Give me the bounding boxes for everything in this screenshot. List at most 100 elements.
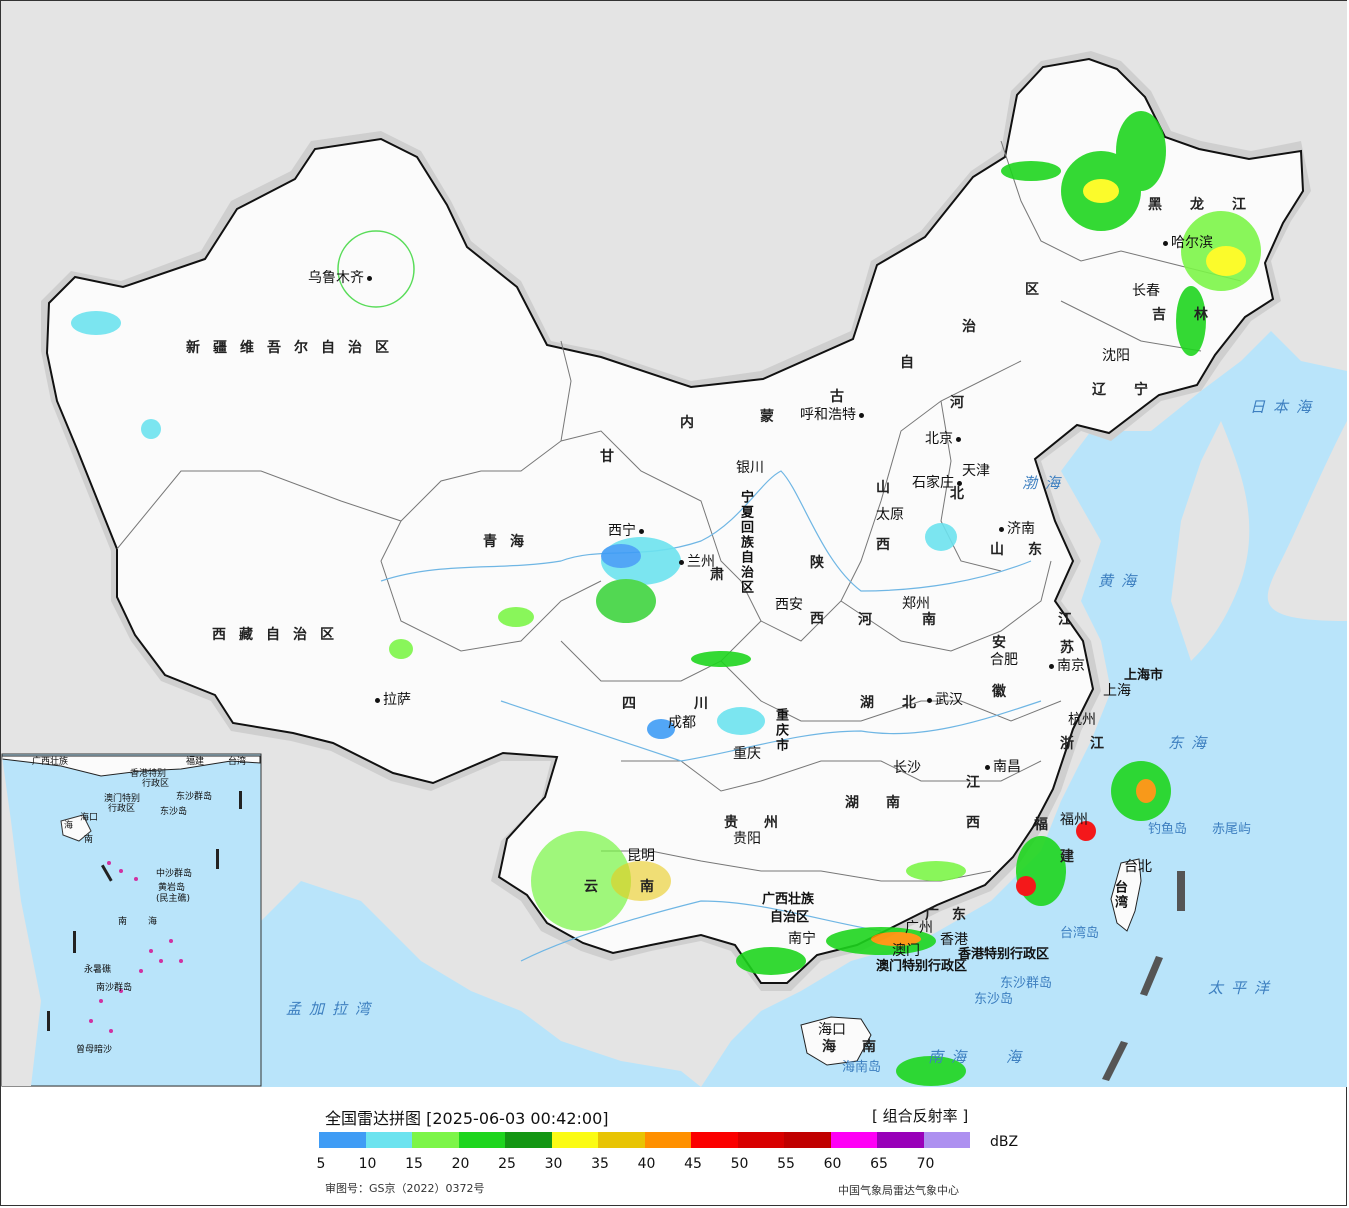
province-label: 湖 [860,695,887,711]
province-label: 江 [1058,612,1085,628]
province-label: 南 [640,879,667,895]
legend-swatch [412,1132,459,1148]
island-label: 赤尾屿 [1212,822,1252,837]
province-label: 河 [950,395,977,411]
region-label: 台湾 [1112,880,1127,910]
city-label: 兰州 [676,555,715,569]
city-label: 郑州 [902,596,930,612]
inset-label: 南沙群岛 [96,983,133,993]
sea-label: 渤海 [1022,474,1069,492]
province-label: 辽 [1092,382,1119,398]
city-label: 西安 [775,597,803,613]
radar-echoes [71,111,1261,1086]
legend-tick-label: 35 [591,1156,609,1172]
province-label: 区 [1025,282,1052,298]
city-label: 长春 [1132,283,1160,299]
inset-label: 海 [64,821,74,831]
city-label: 乌鲁木齐 [308,271,375,285]
city-label: 南昌 [982,760,1021,774]
legend-tick-label: 70 [916,1156,935,1172]
legend-tick-label: 15 [405,1156,423,1172]
sea-label: 日本海 [1250,398,1320,416]
inset-label: 南 [84,835,94,845]
legend-swatch [877,1132,924,1148]
province-label: 龙 [1190,197,1217,213]
city-label: 重庆 [733,746,761,762]
legend-ticks: 5 10 15 20 25 30 35 40 45 50 55 60 65 70 [316,1156,979,1174]
bay-of-bengal [261,881,701,1087]
city-label: 昆明 [627,848,655,864]
legend-tick-label: 45 [684,1156,702,1172]
legend-tick-label: 40 [637,1156,656,1172]
legend-tick-label: 65 [870,1156,888,1172]
review-number: 审图号：GS京（2022）0372号 [325,1182,485,1195]
sea-label: 孟加拉湾 [286,1000,379,1018]
legend-swatch [691,1132,738,1148]
legend-tick-label: 5 [316,1156,326,1172]
city-label: 南京 [1046,659,1085,673]
inset-label: 东沙岛 [160,807,188,817]
province-label: 甘 [600,449,627,465]
legend-product-type: [ 组合反射率 ] [872,1107,969,1125]
city-label: 福州 [1060,812,1088,828]
legend-swatch [319,1132,366,1148]
city-label: 天津 [962,463,990,479]
legend-tick-label: 55 [777,1156,795,1172]
island-label: 东沙群岛 [1000,976,1053,991]
legend-swatch [551,1132,598,1148]
inset-label: (民主礁) [156,894,191,904]
province-label: 川 [694,696,721,712]
province-label: 蒙 [760,409,787,425]
province-label: 东 [1028,542,1055,558]
region-label: 香港特别行政区 [958,947,1050,962]
province-label: 南 [886,795,913,811]
island-label: 台湾岛 [1060,926,1100,941]
city-label: 杭州 [1068,712,1096,728]
inset-label: 永暑礁 [84,965,112,975]
province-label: 南 [922,612,949,628]
legend-swatch [830,1132,877,1148]
inset-label: 黄岩岛 [158,883,186,893]
inset-label: 东沙群岛 [176,792,213,802]
city-label: 呼和浩特 [800,408,867,422]
city-label: 台北 [1124,859,1152,875]
province-label: 湖 [845,795,872,811]
province-label: 宁 [1134,382,1161,398]
province-label: 福 [1034,817,1061,833]
region-label: 广西壮族 [762,892,815,907]
province-label: 江 [1232,197,1259,213]
legend-tick-label: 10 [358,1156,377,1172]
province-label: 建 [1060,849,1087,865]
city-label: 长沙 [893,760,921,776]
sea-label: 黄海 [1098,572,1145,590]
province-label: 林 [1194,307,1221,323]
city-label: 石家庄 [912,476,965,490]
city-label: 广州 [905,920,933,936]
inset-label: 福建 [186,757,205,767]
legend-tick-label: 30 [544,1156,563,1172]
inset-label: 曾母暗沙 [76,1045,113,1055]
region-label: 宁夏回族自治区 [738,490,753,595]
inset-label: 广西壮族 [32,757,69,767]
inset-label: 行政区 [108,804,136,814]
city-label: 沈阳 [1102,348,1130,364]
city-label: 海口 [818,1022,846,1038]
legend-swatch [458,1132,505,1148]
province-label: 浙 [1060,736,1087,752]
legend-tick-label: 50 [730,1156,749,1172]
legend-swatch [923,1132,970,1148]
legend-tick-label: 60 [823,1156,842,1172]
inset-label: 台湾 [228,757,247,767]
sea-label: 海 [1006,1048,1030,1066]
province-label: 海 [822,1039,849,1055]
province-label: 徽 [992,684,1019,700]
province-label: 自 [900,355,927,371]
legend-swatch [784,1132,831,1148]
city-label: 合肥 [990,652,1018,668]
inset-label: 中沙群岛 [156,869,193,879]
region-label: 重庆市 [773,708,788,753]
legend-swatch [365,1132,412,1148]
city-label: 武汉 [924,693,963,707]
city-label: 西宁 [608,524,647,538]
sea-label: 东海 [1168,734,1215,752]
